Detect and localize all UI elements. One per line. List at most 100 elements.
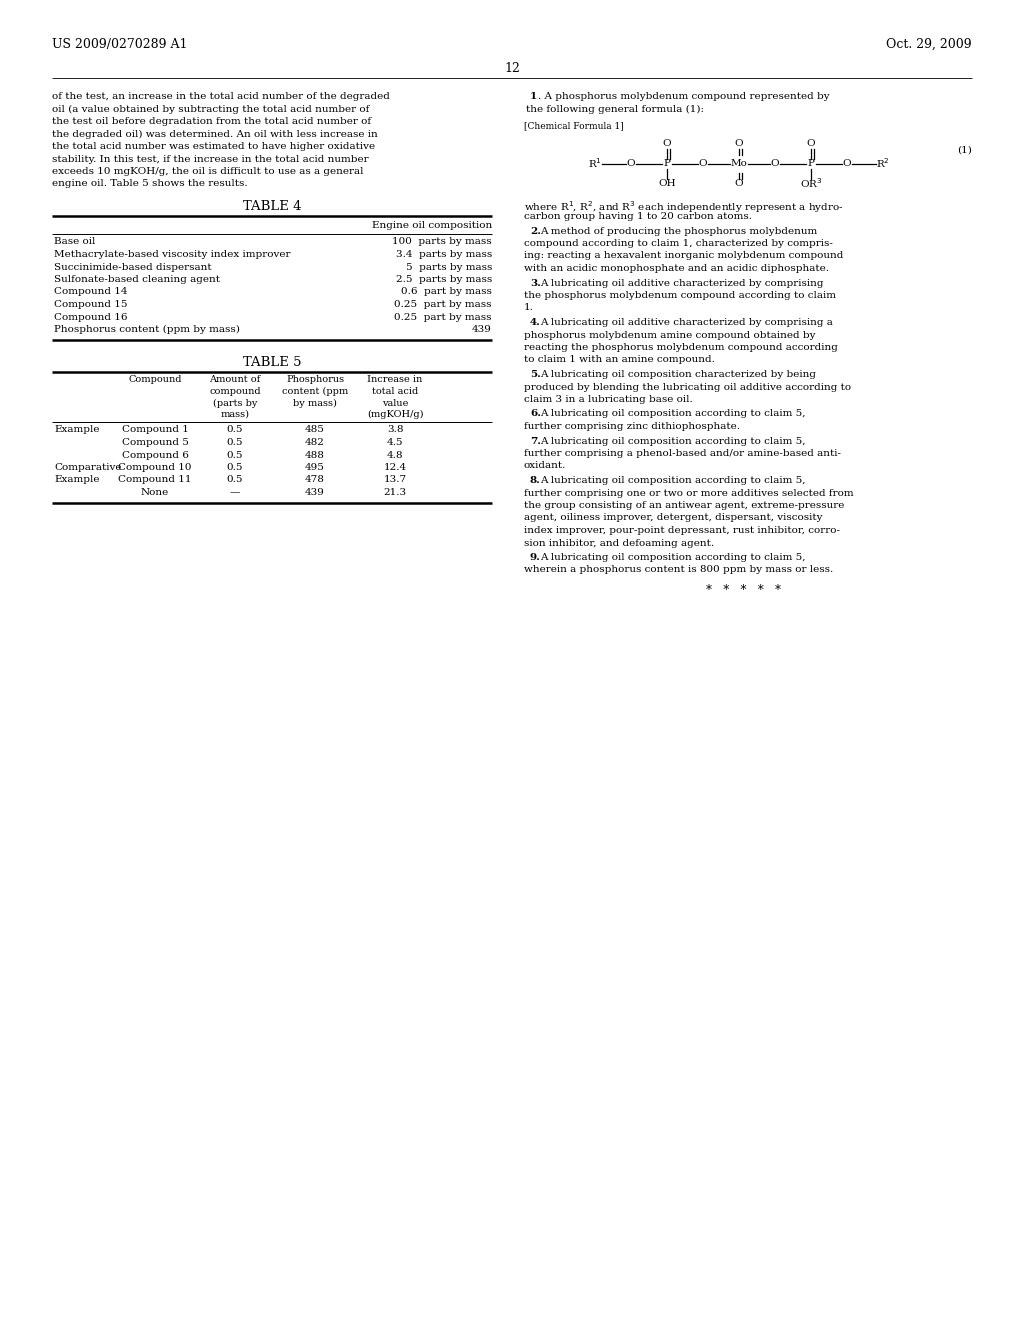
Text: (parts by: (parts by (213, 399, 257, 408)
Text: 12: 12 (504, 62, 520, 75)
Text: *   *   *   *   *: * * * * * (707, 583, 781, 597)
Text: where R$^1$, R$^2$, and R$^3$ each independently represent a hydro-: where R$^1$, R$^2$, and R$^3$ each indep… (524, 199, 844, 215)
Text: A lubricating oil composition according to claim 5,: A lubricating oil composition according … (540, 437, 806, 446)
Text: 488: 488 (305, 450, 325, 459)
Text: 439: 439 (472, 325, 492, 334)
Text: claim 3 in a lubricating base oil.: claim 3 in a lubricating base oil. (524, 395, 693, 404)
Text: Compound 15: Compound 15 (54, 300, 128, 309)
Text: 0.5: 0.5 (226, 425, 244, 434)
Text: by mass): by mass) (293, 399, 337, 408)
Text: 5.: 5. (530, 370, 541, 379)
Text: OH: OH (658, 180, 676, 187)
Text: [Chemical Formula 1]: [Chemical Formula 1] (524, 121, 624, 129)
Text: US 2009/0270289 A1: US 2009/0270289 A1 (52, 38, 187, 51)
Text: A lubricating oil composition according to claim 5,: A lubricating oil composition according … (540, 553, 806, 562)
Text: stability. In this test, if the increase in the total acid number: stability. In this test, if the increase… (52, 154, 369, 164)
Text: 21.3: 21.3 (383, 488, 407, 498)
Text: Compound 5: Compound 5 (122, 438, 188, 447)
Text: wherein a phosphorus content is 800 ppm by mass or less.: wherein a phosphorus content is 800 ppm … (524, 565, 834, 574)
Text: O: O (734, 139, 743, 148)
Text: further comprising a phenol-based and/or amine-based anti-: further comprising a phenol-based and/or… (524, 449, 841, 458)
Text: 13.7: 13.7 (383, 475, 407, 484)
Text: agent, oiliness improver, detergent, dispersant, viscosity: agent, oiliness improver, detergent, dis… (524, 513, 822, 523)
Text: Engine oil composition: Engine oil composition (372, 220, 492, 230)
Text: 100  parts by mass: 100 parts by mass (392, 238, 492, 247)
Text: the test oil before degradation from the total acid number of: the test oil before degradation from the… (52, 117, 371, 125)
Text: R$^1$: R$^1$ (588, 157, 602, 170)
Text: index improver, pour-point depressant, rust inhibitor, corro-: index improver, pour-point depressant, r… (524, 525, 840, 535)
Text: 0.25  part by mass: 0.25 part by mass (394, 300, 492, 309)
Text: O: O (627, 158, 635, 168)
Text: O: O (843, 158, 851, 168)
Text: further comprising one or two or more additives selected from: further comprising one or two or more ad… (524, 488, 854, 498)
Text: None: None (141, 488, 169, 498)
Text: 6.: 6. (530, 409, 541, 418)
Text: 439: 439 (305, 488, 325, 498)
Text: 4.5: 4.5 (387, 438, 403, 447)
Text: Mo: Mo (730, 158, 748, 168)
Text: the total acid number was estimated to have higher oxidative: the total acid number was estimated to h… (52, 143, 375, 150)
Text: Compound 1: Compound 1 (122, 425, 188, 434)
Text: P: P (808, 158, 814, 168)
Text: Example: Example (54, 425, 99, 434)
Text: Oct. 29, 2009: Oct. 29, 2009 (887, 38, 972, 51)
Text: (mgKOH/g): (mgKOH/g) (367, 411, 423, 420)
Text: the following general formula (1):: the following general formula (1): (526, 104, 705, 114)
Text: exceeds 10 mgKOH/g, the oil is difficult to use as a general: exceeds 10 mgKOH/g, the oil is difficult… (52, 168, 364, 176)
Text: content (ppm: content (ppm (282, 387, 348, 396)
Text: (1): (1) (957, 145, 972, 154)
Text: Phosphorus: Phosphorus (286, 375, 344, 384)
Text: the group consisting of an antiwear agent, extreme-pressure: the group consisting of an antiwear agen… (524, 502, 845, 510)
Text: 495: 495 (305, 463, 325, 473)
Text: A method of producing the phosphorus molybdenum: A method of producing the phosphorus mol… (540, 227, 817, 235)
Text: total acid: total acid (372, 387, 418, 396)
Text: 12.4: 12.4 (383, 463, 407, 473)
Text: ing: reacting a hexavalent inorganic molybdenum compound: ing: reacting a hexavalent inorganic mol… (524, 252, 844, 260)
Text: compound according to claim 1, characterized by compris-: compound according to claim 1, character… (524, 239, 833, 248)
Text: Compound 11: Compound 11 (118, 475, 191, 484)
Text: Compound 10: Compound 10 (118, 463, 191, 473)
Text: 482: 482 (305, 438, 325, 447)
Text: P: P (664, 158, 671, 168)
Text: 7.: 7. (530, 437, 541, 446)
Text: O: O (663, 139, 672, 148)
Text: Compound 14: Compound 14 (54, 288, 128, 297)
Text: A lubricating oil composition according to claim 5,: A lubricating oil composition according … (540, 409, 806, 418)
Text: mass): mass) (220, 411, 250, 418)
Text: Sulfonate-based cleaning agent: Sulfonate-based cleaning agent (54, 275, 220, 284)
Text: 0.6  part by mass: 0.6 part by mass (401, 288, 492, 297)
Text: 478: 478 (305, 475, 325, 484)
Text: A lubricating oil additive characterized by comprising: A lubricating oil additive characterized… (540, 279, 823, 288)
Text: 2.5  parts by mass: 2.5 parts by mass (395, 275, 492, 284)
Text: oxidant.: oxidant. (524, 462, 566, 470)
Text: TABLE 5: TABLE 5 (243, 355, 301, 368)
Text: TABLE 4: TABLE 4 (243, 201, 301, 213)
Text: 1: 1 (530, 92, 538, 102)
Text: O: O (734, 180, 743, 187)
Text: 4.8: 4.8 (387, 450, 403, 459)
Text: engine oil. Table 5 shows the results.: engine oil. Table 5 shows the results. (52, 180, 248, 189)
Text: to claim 1 with an amine compound.: to claim 1 with an amine compound. (524, 355, 715, 364)
Text: Compound: Compound (128, 375, 181, 384)
Text: 0.5: 0.5 (226, 475, 244, 484)
Text: 3.: 3. (530, 279, 541, 288)
Text: Comparative: Comparative (54, 463, 122, 473)
Text: Succinimide-based dispersant: Succinimide-based dispersant (54, 263, 212, 272)
Text: Compound 6: Compound 6 (122, 450, 188, 459)
Text: 2.: 2. (530, 227, 541, 235)
Text: O: O (807, 139, 815, 148)
Text: 1.: 1. (524, 304, 534, 313)
Text: . A phosphorus molybdenum compound represented by: . A phosphorus molybdenum compound repre… (538, 92, 829, 102)
Text: O: O (771, 158, 779, 168)
Text: Example: Example (54, 475, 99, 484)
Text: compound: compound (209, 387, 261, 396)
Text: Phosphorus content (ppm by mass): Phosphorus content (ppm by mass) (54, 325, 240, 334)
Text: 3.4  parts by mass: 3.4 parts by mass (395, 249, 492, 259)
Text: 0.25  part by mass: 0.25 part by mass (394, 313, 492, 322)
Text: of the test, an increase in the total acid number of the degraded: of the test, an increase in the total ac… (52, 92, 390, 102)
Text: value: value (382, 399, 409, 408)
Text: 3.8: 3.8 (387, 425, 403, 434)
Text: carbon group having 1 to 20 carbon atoms.: carbon group having 1 to 20 carbon atoms… (524, 213, 752, 220)
Text: 4.: 4. (530, 318, 541, 327)
Text: Increase in: Increase in (368, 375, 423, 384)
